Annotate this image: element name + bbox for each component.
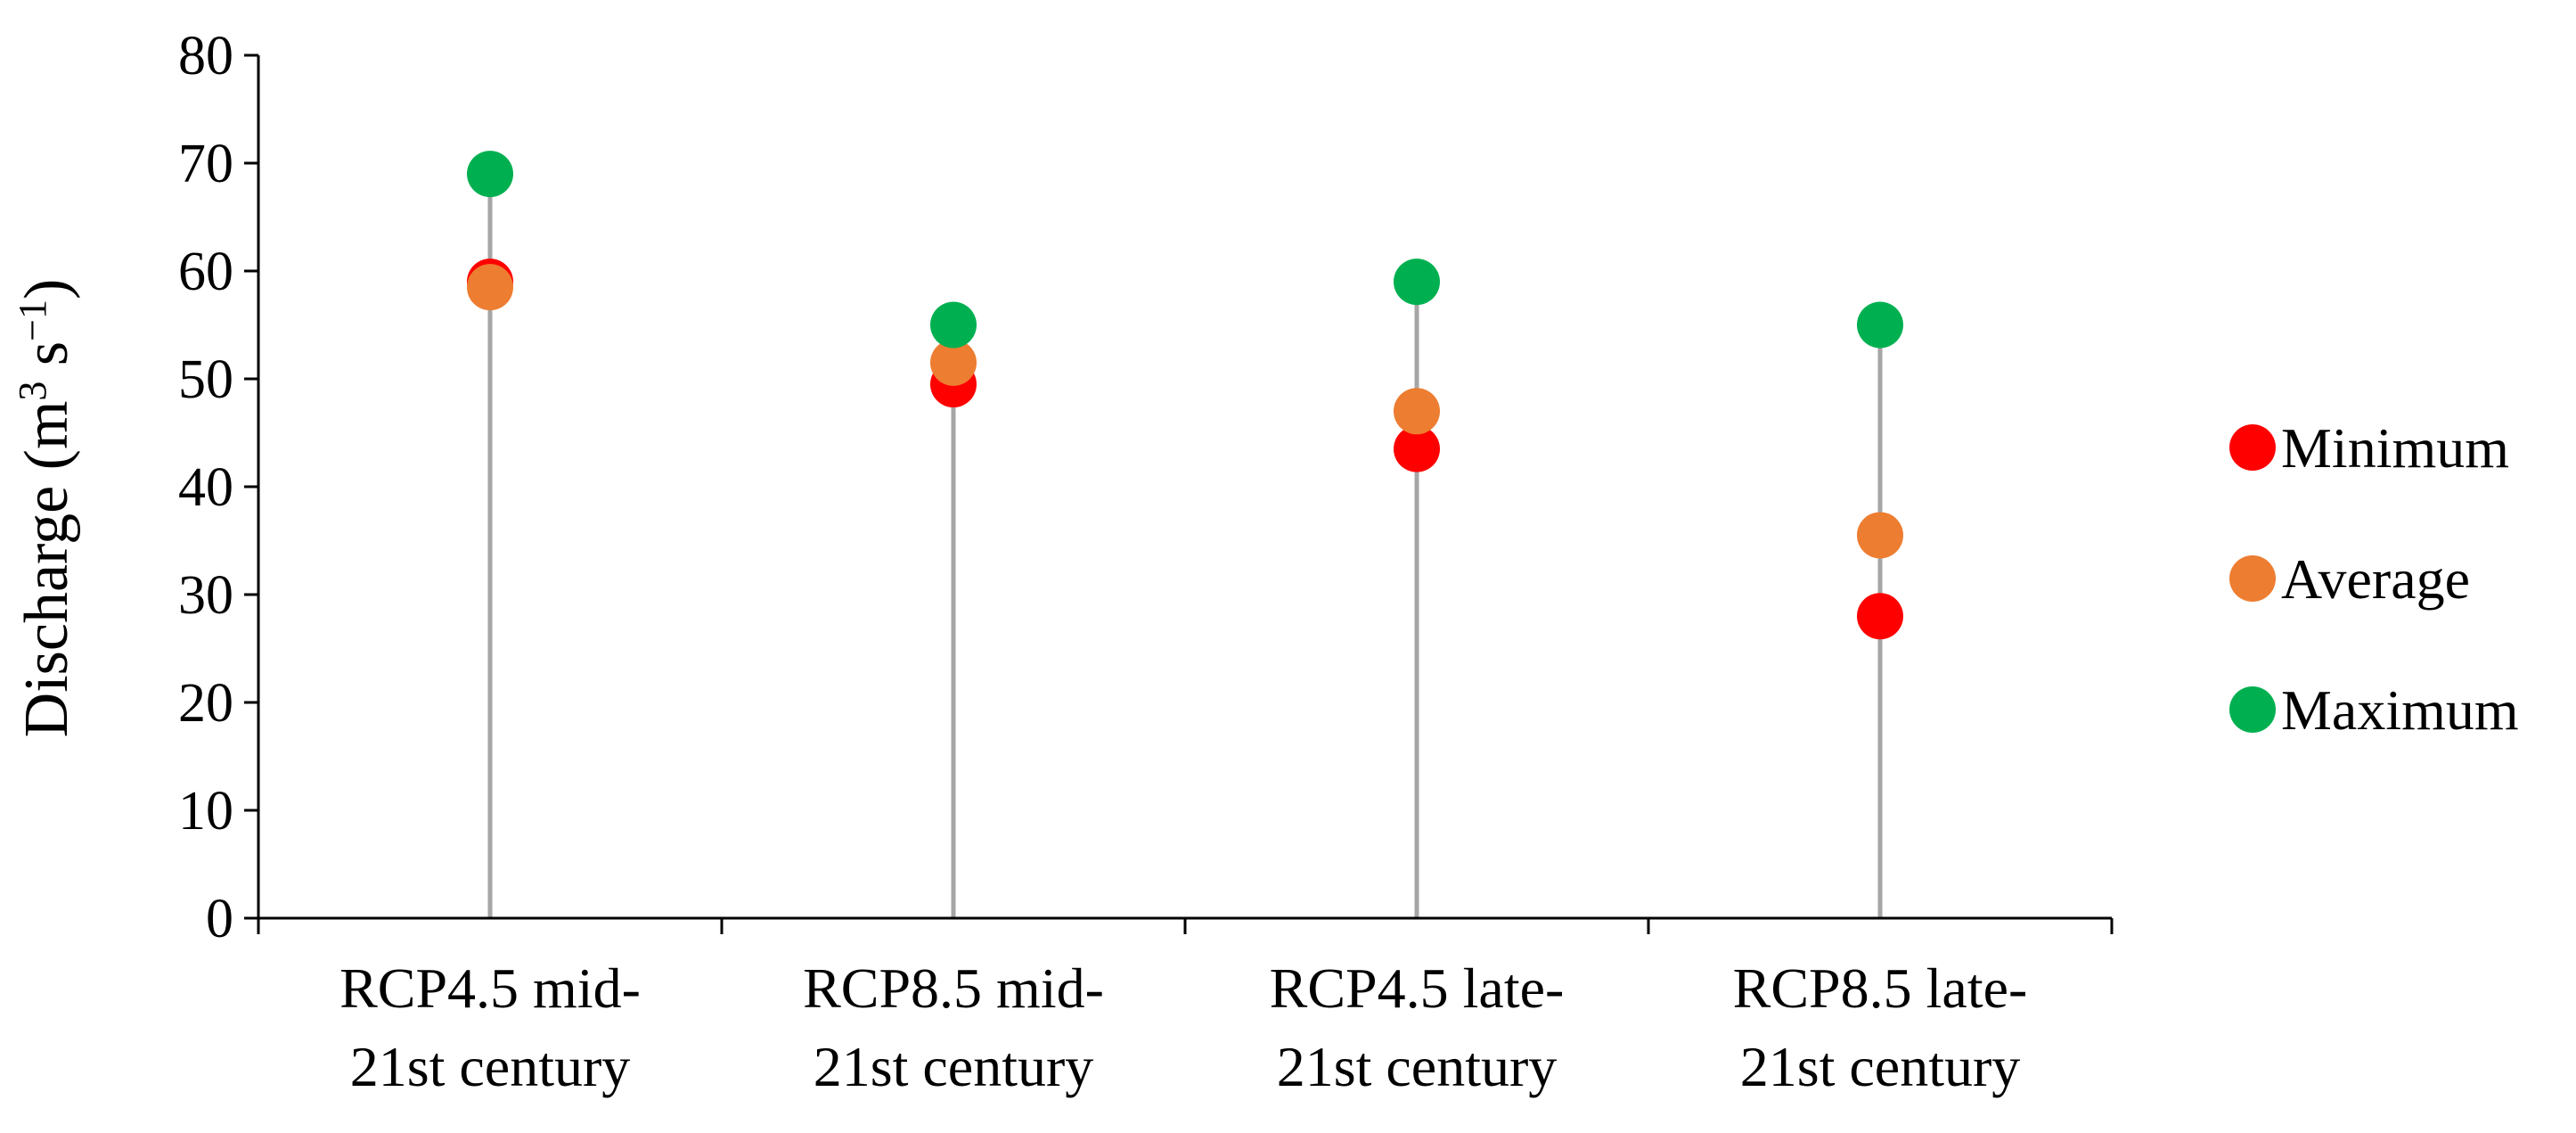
point-minimum (1394, 425, 1440, 472)
y-tick-label: 0 (206, 889, 233, 949)
legend-marker-average (2229, 555, 2276, 602)
legend-label-maximum: Maximum (2281, 678, 2519, 742)
y-axis-title: Discharge (m3 s−1) (11, 279, 82, 738)
x-category-label: RCP8.5 late-21st century (1733, 956, 2028, 1098)
y-tick-label: 60 (178, 242, 233, 302)
point-maximum (1857, 301, 1903, 349)
x-category-label: RCP4.5 mid-21st century (339, 956, 641, 1098)
point-average (467, 264, 513, 311)
point-maximum (467, 151, 513, 198)
x-category-label: RCP4.5 late-21st century (1270, 956, 1565, 1098)
point-minimum (1857, 593, 1903, 640)
x-category-labels: RCP4.5 mid-21st century RCP8.5 mid-21st c… (339, 956, 2027, 1098)
y-tick-label: 40 (178, 457, 233, 518)
legend-marker-maximum (2229, 686, 2276, 733)
y-tick-label: 50 (178, 349, 233, 410)
y-ticks: 0 10 20 30 40 50 60 70 80 (178, 26, 258, 949)
stems (487, 174, 1883, 918)
point-maximum (1394, 259, 1440, 306)
x-category-label: RCP8.5 mid-21st century (803, 956, 1104, 1098)
point-average (930, 339, 977, 386)
legend: Minimum Average Maximum (2229, 416, 2519, 742)
legend-marker-minimum (2229, 424, 2276, 471)
point-average (1857, 512, 1903, 559)
y-tick-label: 70 (178, 134, 233, 194)
legend-label-minimum: Minimum (2281, 416, 2509, 480)
data-points (467, 151, 1903, 640)
y-tick-label: 20 (178, 673, 233, 734)
y-tick-label: 10 (178, 781, 233, 842)
y-tick-label: 80 (178, 26, 233, 86)
axes (257, 55, 2114, 934)
point-maximum (930, 301, 977, 349)
y-axis-label: Discharge (m3 s−1) (11, 279, 82, 738)
y-tick-label: 30 (178, 565, 233, 626)
point-average (1394, 388, 1440, 435)
legend-label-average: Average (2281, 547, 2470, 611)
